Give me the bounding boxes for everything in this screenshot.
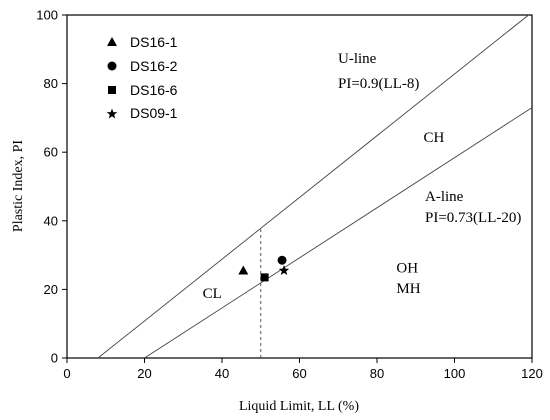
u-line-label: U-line — [338, 51, 377, 67]
a-line-equation: PI=0.73(LL-20) — [425, 210, 521, 226]
u-line-equation: PI=0.9(LL-8) — [338, 76, 419, 92]
x-tick-label: 100 — [444, 366, 466, 381]
x-tick-label: 120 — [521, 366, 543, 381]
y-tick-label: 60 — [44, 145, 58, 160]
y-tick-label: 0 — [51, 351, 58, 366]
reference-lines — [97, 14, 533, 359]
legend-label-ds09-1: DS09-1 — [130, 105, 178, 121]
legend-triangle-marker — [107, 37, 117, 46]
y-tick-label: 20 — [44, 282, 58, 297]
legend-circle-marker — [107, 61, 117, 71]
y-tick-label: 80 — [44, 76, 58, 91]
marker-ds09-1 — [278, 265, 290, 275]
legend-star-marker — [106, 108, 118, 119]
u-line — [97, 14, 529, 359]
x-tick-label: 20 — [137, 366, 151, 381]
region-label-cl: CL — [203, 286, 222, 302]
x-axis-title: Liquid Limit, LL (%) — [239, 399, 359, 414]
x-tick-label: 0 — [63, 366, 70, 381]
legend-label-ds16-6: DS16-6 — [130, 82, 178, 98]
legend: DS16-1 DS16-2 DS16-6 DS09-1 — [106, 34, 178, 121]
marker-ds16-1 — [238, 265, 249, 275]
y-tick-label: 100 — [36, 8, 58, 23]
x-tick-label: 60 — [292, 366, 306, 381]
legend-square-marker — [108, 86, 116, 94]
region-label-ch: CH — [424, 130, 445, 146]
legend-label-ds16-1: DS16-1 — [130, 34, 178, 50]
region-annotations: CH CL OH MH — [203, 130, 445, 302]
axis-ticks: 0 20 40 60 80 100 120 0 20 40 60 80 100 — [36, 8, 543, 382]
y-axis-title: Plastic Index, PI — [11, 140, 26, 232]
data-points — [238, 255, 290, 282]
a-line — [144, 107, 533, 359]
a-line-label: A-line — [425, 189, 464, 205]
region-label-mh: MH — [396, 281, 420, 297]
y-tick-label: 40 — [44, 213, 58, 228]
x-tick-label: 80 — [370, 366, 384, 381]
x-tick-label: 40 — [215, 366, 229, 381]
marker-ds16-2 — [277, 255, 287, 265]
marker-ds16-6 — [260, 273, 269, 282]
legend-label-ds16-2: DS16-2 — [130, 58, 178, 74]
region-label-oh: OH — [396, 260, 418, 276]
